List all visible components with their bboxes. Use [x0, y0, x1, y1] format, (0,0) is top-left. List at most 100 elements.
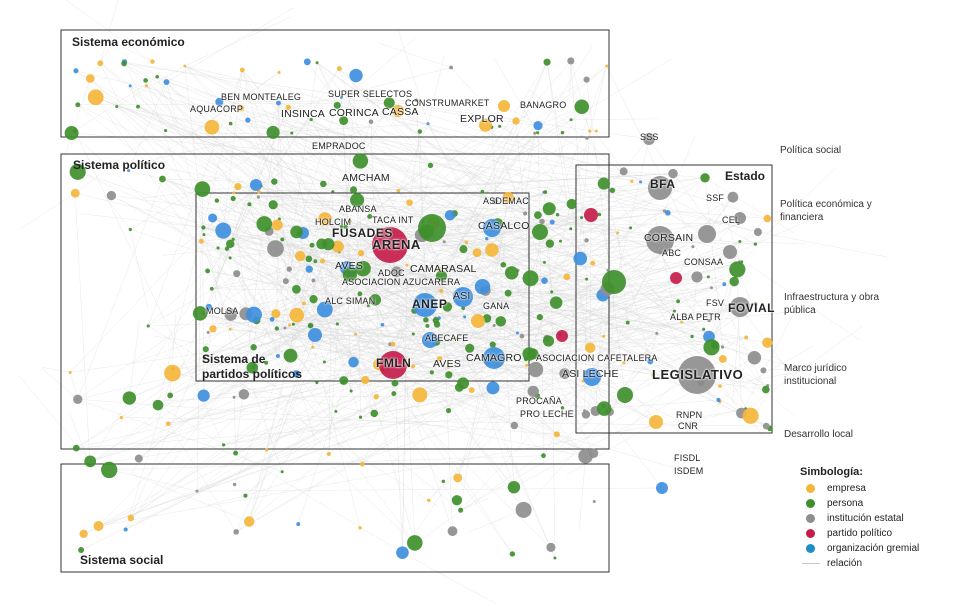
node-institucion-estatal — [232, 482, 237, 487]
relation-edge — [79, 213, 204, 228]
relation-edge — [498, 132, 563, 166]
node-empresa — [453, 473, 463, 483]
node-institucion-estatal — [539, 218, 545, 225]
relation-edge — [219, 119, 312, 163]
relation-edge — [109, 455, 544, 471]
node-empresa — [228, 327, 232, 331]
relation-edge — [485, 290, 771, 429]
node-organizacion-gremial — [444, 210, 456, 221]
node-institucion-estatal — [646, 226, 674, 254]
node-persona — [152, 399, 164, 411]
relation-edge — [128, 170, 163, 180]
relation-edge — [100, 0, 119, 64]
relation-edge — [432, 191, 546, 230]
node-persona — [352, 153, 369, 169]
relation-edge — [350, 221, 545, 263]
relation-edge — [238, 258, 310, 335]
relation-edge — [729, 251, 860, 341]
relation-edge — [339, 68, 557, 303]
node-empresa — [348, 219, 352, 223]
node-persona — [192, 306, 208, 321]
node-label: AVES — [335, 260, 364, 272]
relation-edge — [428, 500, 439, 507]
legend: Simbología: empresa persona institución … — [800, 466, 970, 571]
node-label: CAMARASAL — [410, 263, 477, 275]
box-title-estado: Estado — [725, 169, 766, 183]
node-persona — [369, 294, 382, 306]
relation-edge — [532, 65, 607, 355]
network-nodes — [64, 57, 773, 560]
node-persona — [216, 246, 220, 250]
relation-edge — [564, 269, 738, 374]
legend-label: institución estatal — [827, 513, 904, 524]
node-persona — [459, 245, 468, 254]
node-persona — [309, 242, 315, 248]
relation-edge — [76, 358, 440, 449]
node-persona — [536, 314, 543, 321]
node-empresa — [502, 191, 515, 204]
node-empresa — [301, 301, 306, 306]
relation-edge — [233, 192, 274, 205]
node-institucion-estatal — [546, 542, 556, 552]
node-persona — [629, 226, 633, 230]
relation-edge — [314, 334, 715, 346]
node-institucion-estatal — [527, 385, 539, 398]
relation-edge — [293, 310, 357, 325]
relation-edge — [308, 119, 572, 260]
node-persona — [560, 406, 565, 410]
relation-edge — [546, 62, 593, 378]
node-institucion-estatal — [528, 361, 544, 378]
node-persona — [243, 493, 248, 498]
relation-edge — [77, 399, 283, 473]
node-persona — [602, 270, 626, 294]
node-persona — [500, 261, 507, 268]
node-persona — [201, 225, 206, 230]
node-institucion-estatal — [730, 297, 750, 317]
node-persona — [414, 98, 419, 103]
relation-edge — [398, 79, 587, 192]
node-institucion-estatal — [492, 324, 496, 328]
node-empresa — [763, 214, 772, 223]
relation-edge — [718, 345, 813, 401]
relation-edge — [556, 434, 687, 472]
relation-edge — [413, 333, 475, 427]
relation-edge — [664, 136, 696, 212]
relation-edge — [571, 118, 660, 120]
relation-edge — [394, 365, 527, 384]
node-empresa — [144, 84, 149, 88]
node-persona — [64, 126, 79, 141]
node-empresa — [525, 363, 529, 367]
node-persona — [498, 124, 502, 128]
node-persona — [445, 408, 452, 414]
node-empresa — [439, 288, 444, 293]
relation-edge — [247, 119, 672, 184]
relation-edge — [693, 276, 698, 317]
relation-edge — [201, 214, 451, 242]
node-persona — [596, 401, 612, 416]
relation-edge — [20, 192, 76, 229]
node-label: ABC — [662, 248, 682, 258]
node-label: ASDEMAC — [483, 196, 529, 206]
relation-edge — [586, 79, 626, 396]
node-empresa — [357, 250, 365, 257]
relation-edge — [116, 65, 185, 107]
box-estado — [575, 164, 773, 434]
relation-edge — [746, 337, 789, 367]
node-organizacion-gremial — [515, 331, 519, 335]
relation-edge — [77, 171, 283, 240]
relation-edge — [257, 267, 273, 320]
relation-edge — [296, 373, 316, 444]
relation-edge — [357, 156, 391, 234]
relation-edge — [166, 6, 295, 83]
node-label: HOLCIM — [315, 217, 352, 227]
legend-swatch — [806, 514, 815, 523]
relation-edge — [172, 214, 592, 369]
relation-edge — [290, 355, 344, 372]
relation-edge — [131, 159, 231, 245]
node-label: EMPRADOC — [312, 141, 366, 151]
relation-edge — [328, 244, 431, 341]
relation-edge — [278, 103, 287, 282]
node-institucion-estatal — [256, 195, 260, 199]
node-persona — [367, 214, 373, 220]
relation-edge — [211, 288, 231, 330]
